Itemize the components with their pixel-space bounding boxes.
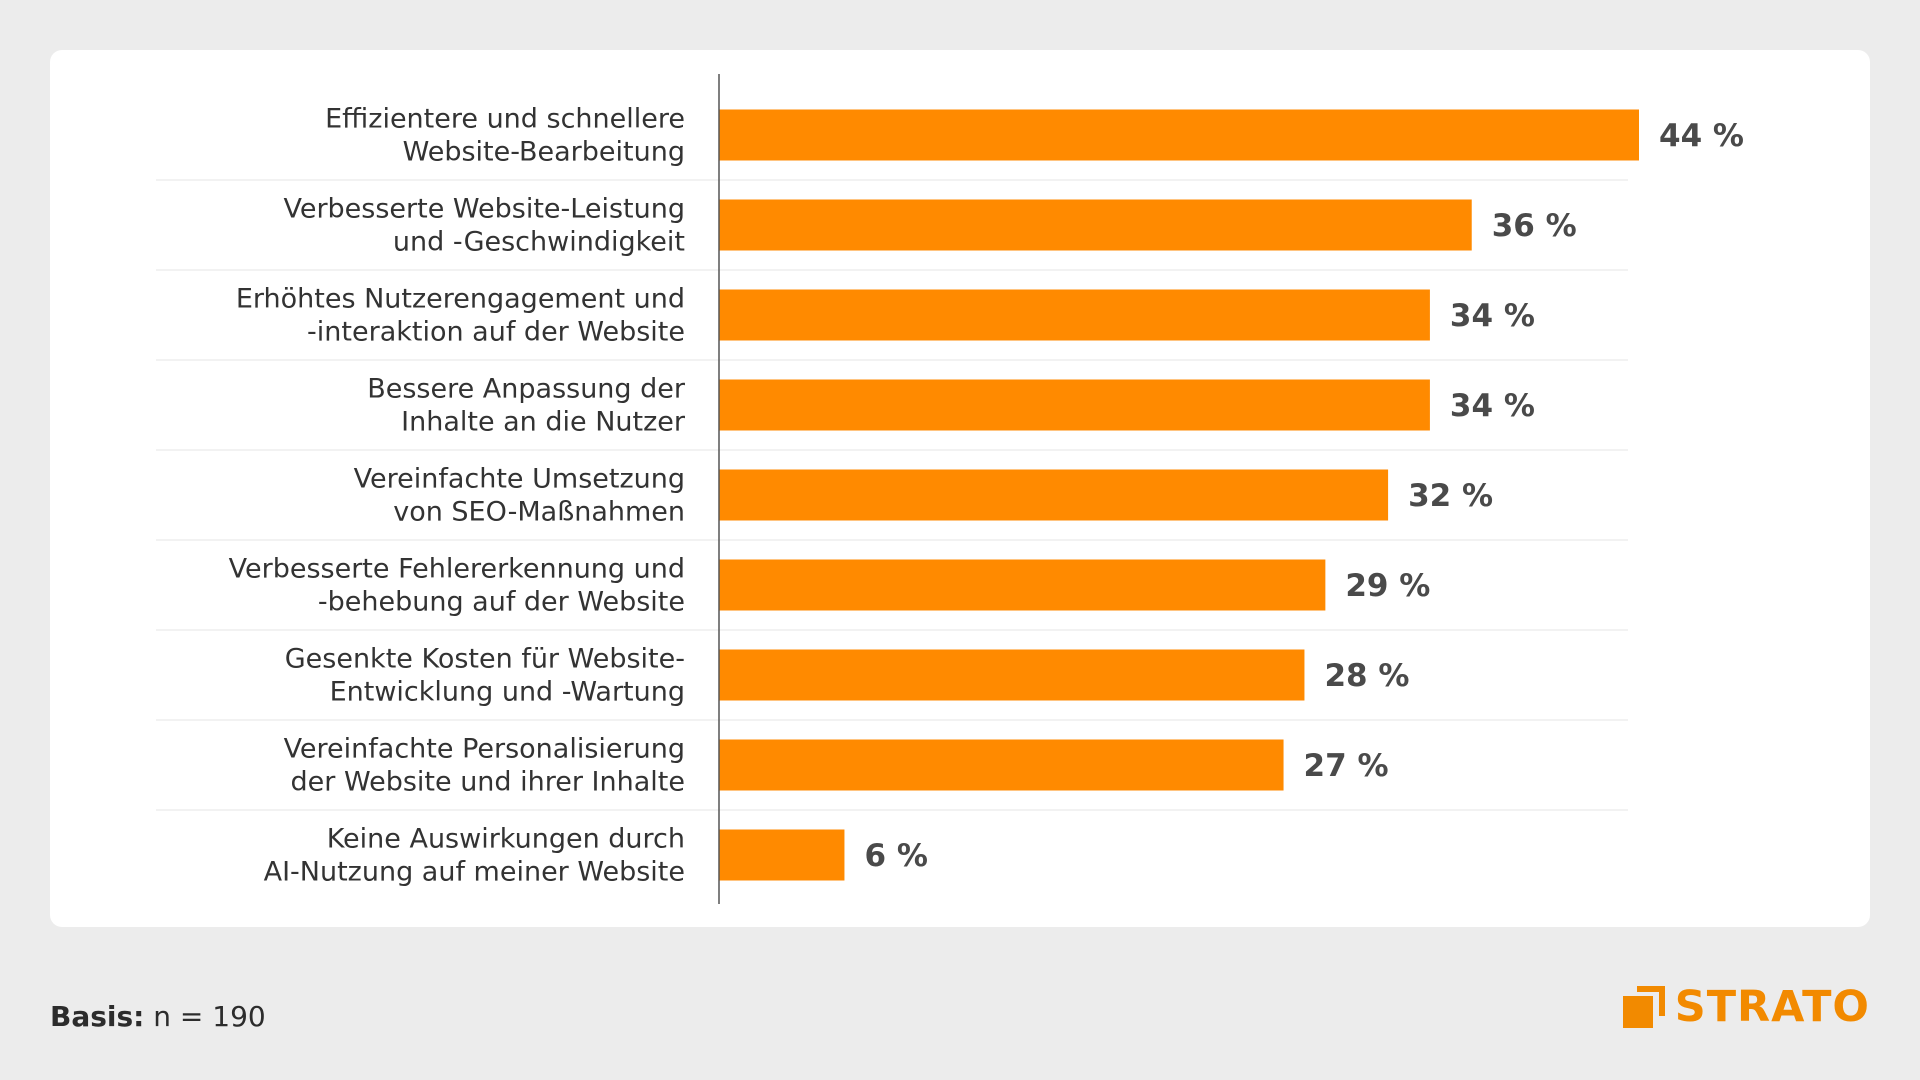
- strato-logo-icon: [1622, 986, 1665, 1028]
- category-label-line: Erhöhtes Nutzerengagement und: [236, 284, 685, 315]
- category-label-line: von SEO-Maßnahmen: [393, 497, 685, 528]
- value-label: 44 %: [1659, 118, 1744, 154]
- category-label: Vereinfachte Umsetzung von SEO-Maßnahmen: [354, 464, 685, 528]
- basis-note: Basis: n = 190: [50, 1000, 266, 1033]
- value-label: 27 %: [1304, 748, 1389, 784]
- value-label: 34 %: [1450, 298, 1535, 334]
- bar: [719, 379, 1430, 431]
- value-label: 34 %: [1450, 388, 1535, 424]
- category-label: Erhöhtes Nutzerengagement und -interaktio…: [236, 284, 685, 348]
- category-label-line: AI-Nutzung auf meiner Website: [264, 857, 685, 888]
- basis-label: Basis:: [50, 1000, 145, 1033]
- category-label-line: Entwicklung und -Wartung: [330, 677, 685, 708]
- category-label-line: und -Geschwindigkeit: [393, 227, 685, 258]
- category-label-line: der Website und ihrer Inhalte: [291, 767, 685, 798]
- chart-card: 44 % Effizientere und schnellere Website-B…: [50, 50, 1870, 927]
- value-label: 29 %: [1345, 568, 1430, 604]
- category-label-line: Bessere Anpassung der: [367, 374, 686, 405]
- value-label: 32 %: [1408, 478, 1493, 514]
- category-label: Verbesserte Website-Leistung und -Geschwi…: [283, 194, 685, 258]
- category-label-line: -interaktion auf der Website: [307, 317, 685, 348]
- category-label: Effizientere und schnellere Website-Bearb…: [325, 104, 685, 168]
- category-label: Keine Auswirkungen durch AI-Nutzung auf m…: [264, 824, 685, 888]
- value-label: 36 %: [1492, 208, 1577, 244]
- logo-corner: [1636, 986, 1665, 1016]
- bar: [719, 289, 1430, 341]
- category-label: Bessere Anpassung der Inhalte an die Nutz…: [367, 374, 686, 438]
- bar: [719, 649, 1305, 701]
- bar-chart: 44 % Effizientere und schnellere Website-B…: [156, 74, 1744, 904]
- category-label-line: Vereinfachte Umsetzung: [354, 464, 685, 495]
- value-label: 6 %: [864, 838, 927, 874]
- category-label-line: -behebung auf der Website: [318, 587, 685, 618]
- category-label-line: Gesenkte Kosten für Website-: [285, 644, 685, 675]
- category-label: Vereinfachte Personalisierung der Website…: [284, 734, 685, 798]
- bar: [719, 109, 1639, 161]
- logo-text: STRATO: [1674, 982, 1870, 1032]
- bar: [719, 829, 845, 881]
- category-label-line: Website-Bearbeitung: [403, 137, 685, 168]
- bar: [719, 469, 1389, 521]
- category-label-line: Keine Auswirkungen durch: [327, 824, 685, 855]
- bar: [719, 559, 1326, 611]
- category-label-line: Inhalte an die Nutzer: [401, 407, 686, 438]
- category-label-line: Effizientere und schnellere: [325, 104, 685, 135]
- logo-square: [1622, 996, 1653, 1028]
- category-label: Gesenkte Kosten für Website-Entwicklung …: [285, 644, 685, 708]
- category-label-line: Verbesserte Fehlererkennung und: [229, 554, 685, 585]
- category-label-line: Vereinfachte Personalisierung: [284, 734, 685, 765]
- value-label: 28 %: [1324, 658, 1409, 694]
- bar: [719, 199, 1472, 251]
- basis-value: n = 190: [153, 1000, 266, 1033]
- category-label: Verbesserte Fehlererkennung und -behebung…: [229, 554, 685, 618]
- bar: [719, 739, 1284, 791]
- category-label-line: Verbesserte Website-Leistung: [283, 194, 685, 225]
- strato-logo: STRATO: [1622, 982, 1870, 1032]
